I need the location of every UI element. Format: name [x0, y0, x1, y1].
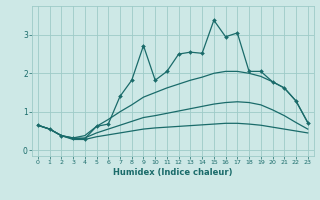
- X-axis label: Humidex (Indice chaleur): Humidex (Indice chaleur): [113, 168, 233, 177]
